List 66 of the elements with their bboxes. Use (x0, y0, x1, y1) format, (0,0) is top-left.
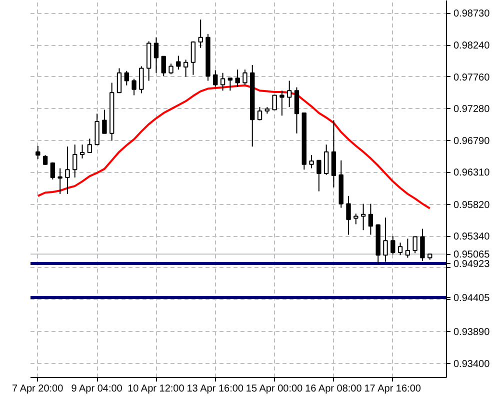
ref-line-label: 0.94405 (454, 293, 490, 304)
y-tick-label: 0.93890 (454, 326, 490, 338)
candlestick (228, 78, 233, 92)
candlestick (294, 86, 300, 134)
candlestick (161, 56, 166, 77)
candlestick (354, 213, 358, 225)
y-tick-label: 0.95340 (454, 232, 490, 243)
candlestick (383, 217, 388, 262)
candlestick (420, 228, 425, 262)
candlestick (176, 55, 181, 70)
candlestick (220, 72, 226, 92)
y-tick-label: 0.98240 (454, 40, 490, 52)
candlestick (257, 106, 262, 121)
candlestick (346, 195, 351, 236)
candlestick (360, 203, 366, 231)
y-tick-label: 0.96310 (454, 168, 490, 179)
candlestick (368, 203, 374, 236)
candlestick (242, 69, 248, 86)
candlestick (42, 154, 48, 166)
candlestick (50, 162, 56, 180)
candlestick (80, 144, 85, 159)
y-tick-label: 0.95820 (454, 200, 490, 211)
candlestick (116, 68, 122, 94)
x-tick-label: 16 Apr 08:00 (305, 384, 362, 394)
y-tick-label: 0.97760 (454, 72, 490, 84)
x-tick-label: 13 Apr 16:00 (186, 384, 244, 394)
x-tick-label: 10 Apr 12:00 (128, 384, 185, 394)
candlestick (331, 120, 336, 188)
ref-line-label: 0.95065 (454, 250, 490, 261)
candlestick (124, 70, 129, 86)
y-tick-label: 0.97280 (454, 104, 490, 115)
candlestick (154, 36, 159, 74)
x-tick-label: 9 Apr 04:00 (71, 384, 123, 394)
candlestick (316, 160, 322, 192)
candlestick (405, 238, 410, 258)
candlestick (286, 80, 292, 108)
candlestick (168, 63, 174, 75)
candlestick (412, 236, 418, 254)
y-tick-label: 0.98730 (454, 8, 490, 20)
candlestick (390, 236, 396, 255)
candlestick (58, 168, 62, 194)
candlestick (87, 138, 92, 153)
x-tick-label: 17 Apr 16:00 (364, 384, 422, 394)
y-tick-label: 0.96790 (454, 136, 490, 148)
y-tick-label: 0.93400 (454, 359, 490, 370)
candlestick (235, 69, 240, 88)
line-series (36, 84, 431, 210)
candlestick (65, 146, 70, 194)
candlestick (36, 145, 40, 160)
candlestick (272, 94, 277, 110)
candlestick (139, 66, 144, 94)
candlestick (190, 40, 196, 76)
ref-line-label: 0.94923 (454, 258, 490, 270)
candlestick (309, 154, 314, 169)
candlestick (280, 90, 284, 116)
candlestick (183, 59, 188, 78)
candlestick (94, 113, 100, 146)
candlestick (324, 144, 329, 176)
candlestick (132, 78, 136, 96)
x-tick-label: 7 Apr 20:00 (12, 384, 64, 394)
candlestick (198, 19, 203, 48)
candlestick (72, 144, 78, 178)
x-tick-label: 15 Apr 00:00 (246, 384, 304, 394)
candlestick (213, 70, 218, 88)
candlestick (102, 109, 107, 134)
candlestick (398, 242, 403, 256)
